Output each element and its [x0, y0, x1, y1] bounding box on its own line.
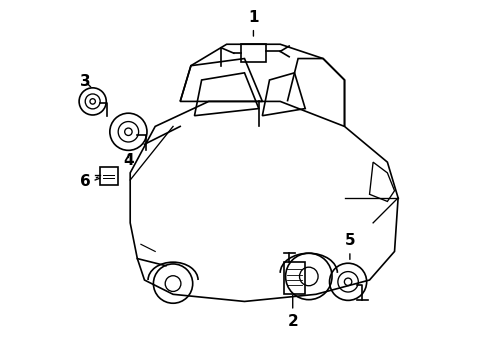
- Text: 4: 4: [123, 153, 133, 168]
- Text: 2: 2: [287, 295, 298, 329]
- Text: 6: 6: [80, 174, 98, 189]
- Text: 1: 1: [248, 10, 258, 36]
- Text: 5: 5: [344, 233, 354, 260]
- Text: 3: 3: [80, 74, 91, 89]
